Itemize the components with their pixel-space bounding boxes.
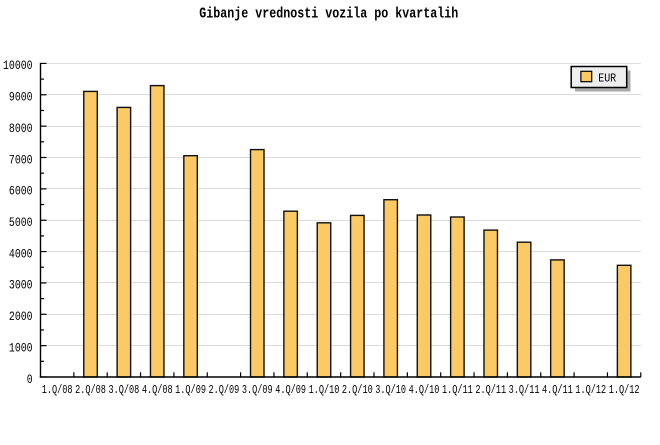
- svg-text:7000: 7000: [9, 152, 33, 167]
- svg-text:5000: 5000: [9, 215, 33, 230]
- svg-text:0: 0: [27, 372, 33, 387]
- svg-text:2.Q/08: 2.Q/08: [75, 383, 106, 397]
- svg-text:1.Q/11: 1.Q/11: [442, 383, 473, 397]
- svg-text:1.Q/12: 1.Q/12: [575, 383, 606, 397]
- svg-text:4.Q/11: 4.Q/11: [542, 383, 573, 397]
- svg-text:2.Q/11: 2.Q/11: [475, 383, 506, 397]
- svg-text:1.Q/09: 1.Q/09: [175, 383, 206, 397]
- svg-text:3000: 3000: [9, 278, 33, 293]
- svg-text:EUR: EUR: [598, 72, 616, 86]
- svg-text:3.Q/08: 3.Q/08: [108, 383, 139, 397]
- svg-text:4.Q/09: 4.Q/09: [275, 383, 306, 397]
- svg-text:1.Q/10: 1.Q/10: [309, 383, 340, 397]
- svg-text:2.Q/10: 2.Q/10: [342, 383, 373, 397]
- svg-text:2.Q/09: 2.Q/09: [209, 383, 240, 397]
- svg-text:4.Q/10: 4.Q/10: [409, 383, 440, 397]
- svg-text:10000: 10000: [3, 58, 33, 73]
- svg-text:1.Q/12: 1.Q/12: [609, 383, 640, 397]
- svg-text:9000: 9000: [9, 90, 33, 105]
- svg-text:3.Q/10: 3.Q/10: [375, 383, 406, 397]
- svg-text:8000: 8000: [9, 121, 33, 136]
- svg-text:1000: 1000: [9, 340, 33, 355]
- svg-text:6000: 6000: [9, 184, 33, 199]
- svg-text:3.Q/11: 3.Q/11: [509, 383, 540, 397]
- svg-text:Gibanje vrednosti vozila po kv: Gibanje vrednosti vozila po kvartalih: [199, 6, 458, 22]
- svg-text:4.Q/08: 4.Q/08: [142, 383, 173, 397]
- svg-text:1.Q/08: 1.Q/08: [42, 383, 73, 397]
- svg-text:4000: 4000: [9, 246, 33, 261]
- svg-text:3.Q/09: 3.Q/09: [242, 383, 273, 397]
- svg-text:2000: 2000: [9, 309, 33, 324]
